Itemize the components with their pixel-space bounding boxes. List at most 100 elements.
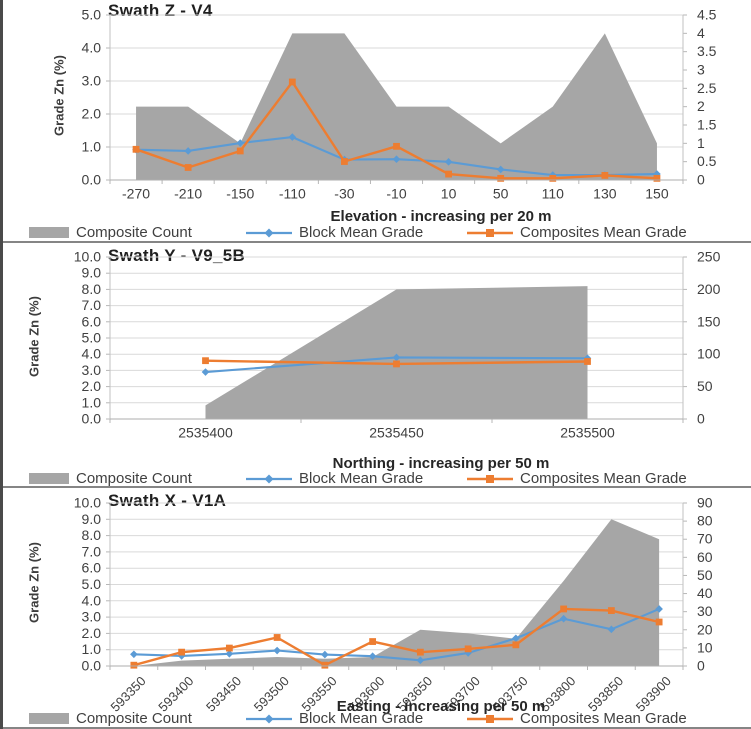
composite-count-area [205,286,588,419]
left-axis-tick-label: 1.0 [82,641,102,657]
left-axis-tick-label: 4.0 [82,40,102,56]
left-axis-tick-label: 2.0 [82,625,102,641]
left-axis-tick-label: 6.0 [82,313,102,329]
block-mean-grade-diamond-marker [655,605,663,613]
composites-mean-grade-square-marker [369,638,377,645]
block-mean-grade-diamond-marker [368,652,377,661]
block-mean-grade-marker-icon [246,474,292,483]
left-axis-tick-label: 4.0 [82,592,102,608]
left-axis-tick-label: 9.0 [82,511,102,527]
right-axis-tick-label: 50 [697,567,713,583]
left-axis-tick-label: 7.0 [82,297,102,313]
composite-count-area [136,33,657,181]
x-axis-category-label: 2535400 [178,424,233,440]
block-mean-grade-diamond-marker [512,634,520,643]
right-axis-tick-label: 100 [697,346,721,362]
block-mean-grade-diamond-marker [225,649,234,658]
x-axis-category-label: 593450 [203,673,244,714]
left-axis-tick-label: 3.0 [82,73,102,89]
legend-label: Composites Mean Grade [520,710,687,727]
legend-label: Composites Mean Grade [520,470,687,487]
composites-mean-grade-square-marker [416,648,424,656]
left-axis-tick-label: 0.0 [82,172,102,188]
block-mean-grade-diamond-marker [288,133,297,141]
x-axis-title: Elevation - increasing per 20 m [330,208,552,225]
right-axis-tick-label: 200 [697,281,721,297]
block-mean-grade-marker-icon [246,228,292,237]
right-axis-tick-label: 0 [697,658,705,674]
legend-item-composites-mean-grade: Composites Mean Grade [467,470,687,487]
composites-mean-grade-marker-icon [467,714,513,723]
swath-x-chart-panel: Swath X - V1A Grade Zn (%) 0.0 1.0 2.0 3.0 4… [3,488,751,729]
composites-mean-grade-square-marker [184,164,192,171]
left-axis-tick-label: 6.0 [82,560,102,576]
composites-mean-grade-square-marker [464,645,472,653]
composites-mean-grade-square-marker [393,360,400,368]
x-axis-category-label: 593850 [585,673,626,714]
composites-mean-grade-square-marker [445,170,452,178]
left-axis-tick-label: 5.0 [82,576,102,592]
legend-item-composite-count: Composite Count [29,470,192,487]
right-axis-tick-label: 10 [697,639,713,655]
composites-mean-grade-square-marker [393,142,400,150]
composites-mean-grade-square-marker [202,357,209,365]
left-axis-tick-label: 2.0 [82,378,102,394]
right-axis-tick-label: 250 [697,249,721,265]
composites-mean-grade-square-marker [560,605,568,613]
block-mean-grade-diamond-marker [444,158,453,166]
block-mean-grade-diamond-marker [496,165,505,174]
x-axis-category-label: 593500 [251,673,292,714]
left-axis-tick-label: 7.0 [82,543,102,559]
right-axis-tick-label: 1.5 [697,117,717,133]
composites-mean-grade-square-marker [512,641,520,649]
left-axis-tick-label: 0.0 [82,658,102,674]
composites-mean-grade-marker-icon [467,228,513,237]
block-mean-grade-diamond-marker [416,656,425,665]
right-axis-tick-label: 30 [697,603,713,619]
right-axis-tick-label: 20 [697,621,713,637]
composite-count-swatch-icon [29,713,69,724]
legend-label: Composites Mean Grade [520,224,687,241]
legend-item-block-mean-grade: Block Mean Grade [246,470,423,487]
right-axis-tick-label: 4 [697,25,705,41]
x-axis-category-label: 130 [593,185,617,201]
composites-mean-grade-square-marker [178,648,186,656]
block-mean-grade-diamond-marker [184,147,192,155]
block-mean-grade-diamond-marker [559,614,568,623]
right-axis-tick-label: 4.5 [697,7,717,23]
composites-mean-grade-square-marker [132,145,140,153]
right-axis-tick-label: 2.5 [697,80,717,96]
x-axis-category-label: 110 [542,185,565,201]
composites-mean-grade-square-marker [549,174,557,182]
x-axis-category-label: -30 [334,185,354,201]
right-axis-tick-label: 70 [697,531,713,547]
composites-mean-grade-square-marker [607,607,615,614]
x-axis-category-label: -110 [279,185,306,201]
composites-mean-grade-square-marker [225,644,233,652]
legend-item-composite-count: Composite Count [29,710,192,727]
composites-mean-grade-square-marker [236,147,244,155]
left-axis-tick-label: 1.0 [82,394,102,410]
legend-item-block-mean-grade: Block Mean Grade [246,710,423,727]
composite-count-swatch-icon [29,473,69,484]
composites-mean-grade-square-marker [584,358,591,365]
composites-mean-grade-square-marker [653,174,661,182]
legend-label: Composite Count [76,710,192,727]
window-left-edge [0,0,3,729]
x-axis-title: Easting - increasing per 50 m [336,698,546,715]
block-mean-grade-diamond-marker [130,650,138,659]
chart-title: Swath Y - V9_5B [108,246,246,265]
right-axis-tick-label: 1 [697,135,705,151]
left-axis-tick-label: 0.0 [82,411,102,427]
left-axis-tick-label: 5.0 [82,330,102,346]
x-axis-category-label: 593550 [298,673,339,714]
left-axis-tick-label: 9.0 [82,265,102,281]
legend-label: Block Mean Grade [299,710,424,727]
right-axis-tick-label: 0 [697,411,705,427]
composites-mean-grade-square-marker [130,661,138,669]
block-mean-grade-diamond-marker [392,155,401,164]
left-axis-tick-label: 1.0 [82,139,102,155]
block-mean-grade-diamond-marker [236,139,245,147]
chart-plot-area: 0.01.02.03.04.05.06.07.08.09.010.0 0 10 20 3… [74,495,713,715]
composites-mean-grade-marker-icon [467,474,513,483]
